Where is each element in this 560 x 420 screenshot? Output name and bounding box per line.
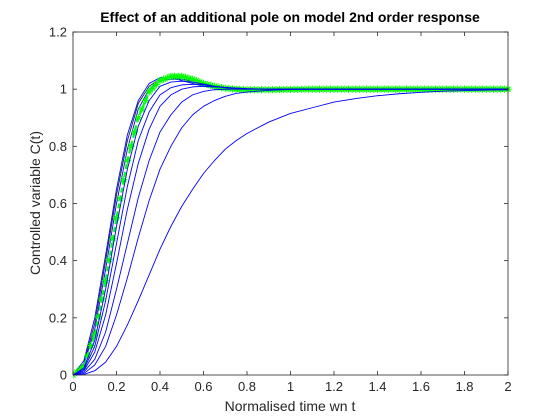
- reference-marker: [152, 80, 160, 89]
- y-tick-label: 0.8: [49, 139, 67, 154]
- reference-marker: [87, 341, 95, 350]
- reference-marker: [102, 277, 110, 285]
- y-tick-label: 0.6: [49, 196, 67, 211]
- reference-marker: [141, 97, 150, 105]
- series-line-9: [73, 88, 508, 376]
- reference-marker: [109, 235, 117, 243]
- x-tick-label: 1.2: [325, 379, 343, 394]
- x-tick-label: 1.4: [368, 379, 386, 394]
- x-tick-label: 1.6: [412, 379, 430, 394]
- y-axis-title: Controlled variable C(t): [27, 131, 43, 275]
- y-tick-label: 1.2: [49, 25, 67, 40]
- y-tick-label: 0: [60, 368, 67, 383]
- x-tick-label: 1: [287, 379, 294, 394]
- x-axis-title: Normalised time wn t: [225, 398, 356, 414]
- reference-marker: [105, 256, 113, 264]
- x-tick-label: 0.2: [107, 379, 125, 394]
- series-layer: [73, 72, 512, 379]
- x-tick-label: 0.8: [238, 379, 256, 394]
- y-tick-label: 0.2: [49, 310, 67, 325]
- plot-area: [73, 32, 508, 375]
- x-tick-label: 0.6: [194, 379, 212, 394]
- x-tick-label: 0: [69, 379, 76, 394]
- y-tick-label: 0.4: [49, 253, 67, 268]
- x-tick-label: 2: [504, 379, 511, 394]
- reference-marker: [134, 114, 142, 122]
- x-tick-label: 1.8: [455, 379, 473, 394]
- axes-layer: 0 0.2 0.4 0.6 0.8 1 1.2 1.4 1.6 1.8 2 0 0.2 0.4 0.6 0.8…: [49, 25, 512, 395]
- y-tick-label: 1: [60, 82, 67, 97]
- reference-marker: [138, 105, 146, 113]
- chart-title: Effect of an additional pole on model 2n…: [100, 9, 480, 25]
- series-line-10: [73, 89, 509, 376]
- x-tick-label: 0.4: [151, 379, 169, 394]
